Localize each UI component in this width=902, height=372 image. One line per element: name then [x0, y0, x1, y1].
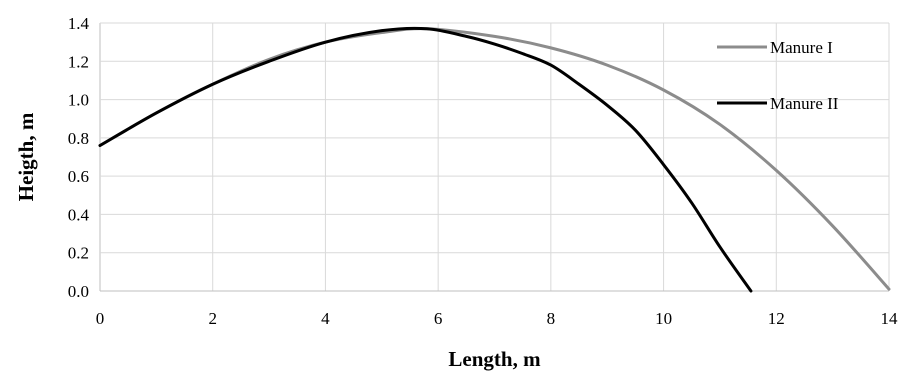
legend: Manure I Manure II: [717, 38, 839, 113]
y-tick-label: 0.6: [68, 167, 89, 186]
plot-area: [98, 26, 891, 293]
grid: [99, 22, 890, 292]
y-tick-label: 0.2: [68, 244, 89, 263]
legend-label-1: Manure I: [770, 38, 833, 57]
tick-labels: 0 2 4 6 8 10 12 14 0.0 0.2 0.4 0.6 0.8 1.0 1.2 1.4: [68, 14, 898, 328]
series-line-2: [98, 26, 753, 293]
x-tick-label: 2: [208, 309, 217, 328]
x-tick-label: 8: [547, 309, 556, 328]
y-tick-label: 1.2: [68, 52, 89, 71]
x-axis-title: Length, m: [448, 347, 541, 371]
series-line-1: [98, 27, 891, 291]
legend-label-2: Manure II: [770, 94, 839, 113]
x-tick-label: 4: [321, 309, 330, 328]
x-tick-label: 12: [768, 309, 785, 328]
y-tick-label: 0.0: [68, 282, 89, 301]
y-tick-label: 0.4: [68, 205, 90, 224]
y-tick-label: 1.0: [68, 91, 89, 110]
x-tick-label: 10: [655, 309, 672, 328]
x-tick-label: 6: [434, 309, 443, 328]
x-tick-label: 14: [881, 309, 899, 328]
y-axis-title: Heigth, m: [14, 112, 38, 201]
x-tick-label: 0: [96, 309, 105, 328]
y-tick-label: 0.8: [68, 129, 89, 148]
y-tick-label: 1.4: [68, 14, 90, 33]
